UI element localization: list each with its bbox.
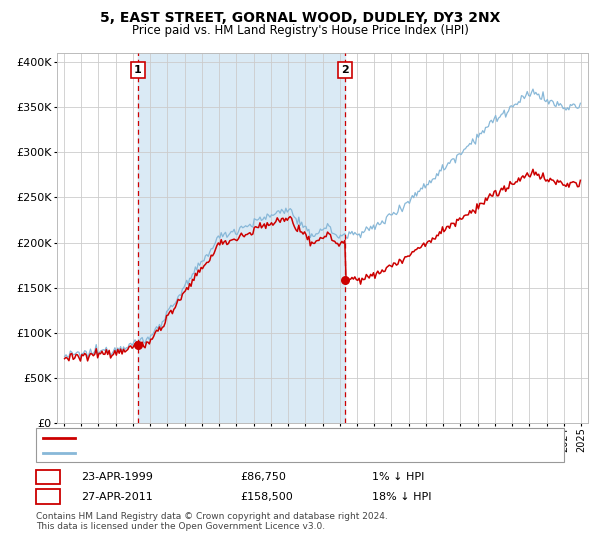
Text: £86,750: £86,750 bbox=[240, 472, 286, 482]
Text: 18% ↓ HPI: 18% ↓ HPI bbox=[372, 492, 431, 502]
Text: 1: 1 bbox=[134, 65, 142, 75]
Text: 5, EAST STREET, GORNAL WOOD, DUDLEY, DY3 2NX (detached house): 5, EAST STREET, GORNAL WOOD, DUDLEY, DY3… bbox=[80, 433, 446, 443]
Text: 5, EAST STREET, GORNAL WOOD, DUDLEY, DY3 2NX: 5, EAST STREET, GORNAL WOOD, DUDLEY, DY3… bbox=[100, 11, 500, 25]
Text: 1% ↓ HPI: 1% ↓ HPI bbox=[372, 472, 424, 482]
Bar bbox=[138, 53, 345, 423]
Text: Contains HM Land Registry data © Crown copyright and database right 2024.: Contains HM Land Registry data © Crown c… bbox=[36, 512, 388, 521]
Text: HPI: Average price, detached house, Dudley: HPI: Average price, detached house, Dudl… bbox=[80, 447, 310, 458]
Text: 1: 1 bbox=[44, 470, 52, 484]
Text: Price paid vs. HM Land Registry's House Price Index (HPI): Price paid vs. HM Land Registry's House … bbox=[131, 24, 469, 37]
Text: 27-APR-2011: 27-APR-2011 bbox=[81, 492, 153, 502]
Text: £158,500: £158,500 bbox=[240, 492, 293, 502]
Text: 23-APR-1999: 23-APR-1999 bbox=[81, 472, 153, 482]
Text: 2: 2 bbox=[341, 65, 349, 75]
Text: This data is licensed under the Open Government Licence v3.0.: This data is licensed under the Open Gov… bbox=[36, 522, 325, 531]
Text: 2: 2 bbox=[44, 490, 52, 503]
